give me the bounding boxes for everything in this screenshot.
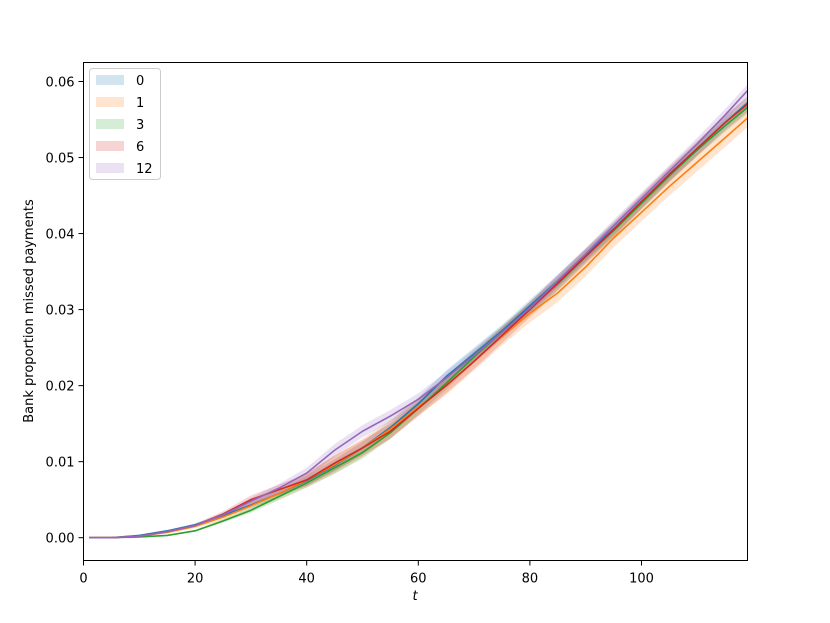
x-tick-label: 20 [187, 572, 204, 587]
y-tick-label: 0.01 [46, 456, 75, 471]
legend-label-3: 3 [136, 118, 144, 133]
x-tick-label: 40 [298, 572, 315, 587]
legend-label-6: 6 [136, 140, 144, 155]
x-tick-label: 0 [79, 572, 87, 587]
y-tick-label: 0.06 [46, 76, 75, 91]
legend-label-1: 1 [136, 96, 144, 111]
y-axis-label: Bank proportion missed payments [22, 199, 37, 423]
legend-swatch-1 [96, 97, 124, 107]
legend-swatch-12 [96, 163, 124, 173]
legend-swatch-3 [96, 119, 124, 129]
legend: 0 1 3 6 12 [89, 68, 161, 180]
y-axis: 0.00 0.01 0.02 0.03 0.04 0.05 0.06 [46, 76, 84, 547]
x-axis: 0 20 40 60 80 100 [79, 560, 654, 587]
x-tick-label: 60 [410, 572, 427, 587]
line-series-12 [89, 90, 749, 539]
legend-frame [89, 68, 161, 180]
x-axis-label: t [412, 589, 418, 604]
y-tick-label: 0.03 [46, 304, 75, 319]
legend-swatch-0 [96, 75, 124, 85]
x-tick-label: 80 [522, 572, 539, 587]
legend-swatch-6 [96, 141, 124, 151]
series-lines [89, 90, 749, 539]
legend-label-0: 0 [136, 74, 144, 89]
y-tick-label: 0.00 [46, 532, 75, 547]
y-tick-label: 0.05 [46, 152, 75, 167]
x-tick-label: 100 [629, 572, 654, 587]
y-tick-label: 0.02 [46, 380, 75, 395]
y-tick-label: 0.04 [46, 228, 75, 243]
plot-frame [83, 62, 748, 561]
legend-label-12: 12 [136, 162, 153, 177]
